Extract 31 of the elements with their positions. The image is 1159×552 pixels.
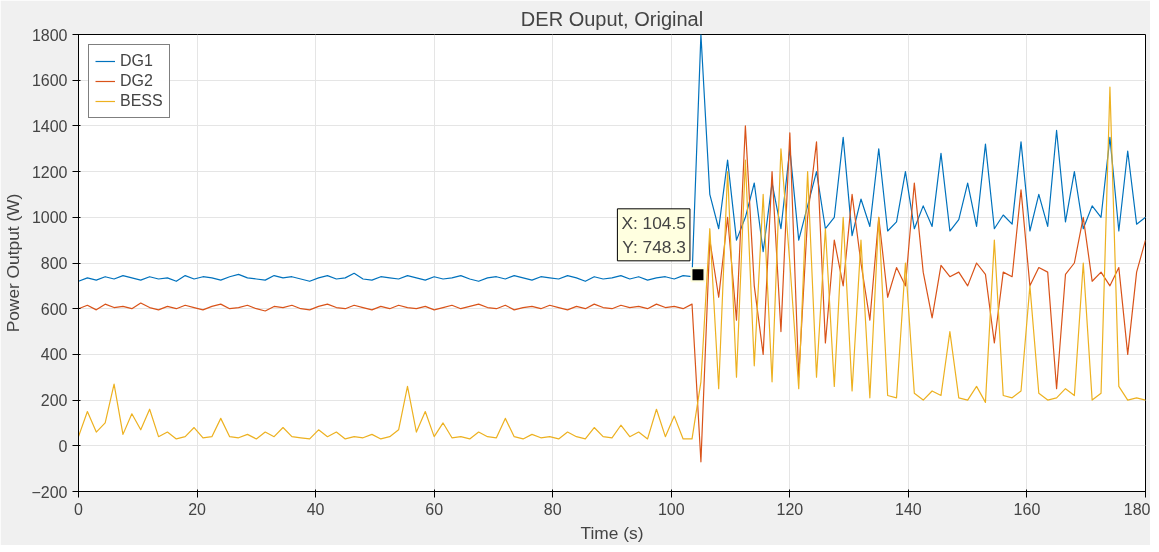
x-tick-label: 140	[895, 500, 922, 518]
x-axis-title: Time (s)	[580, 522, 644, 543]
y-tick-label: 1200	[31, 163, 68, 181]
y-tick-label: 800	[40, 255, 68, 272]
x-tick-label: 20	[188, 500, 207, 518]
legend-label: BESS	[120, 92, 163, 110]
line-series	[78, 34, 1146, 282]
x-tick-label: 160	[1013, 500, 1041, 518]
legend-label: DG2	[120, 72, 153, 90]
annotation: X: 104.5 Y: 748.3	[621, 212, 686, 257]
y-tick-label: 600	[40, 300, 68, 318]
x-tick-label: 180	[1123, 500, 1151, 518]
x-tick-label: 60	[425, 500, 444, 518]
x-tick-label: 0	[74, 500, 84, 518]
y-tick-label: 200	[40, 392, 68, 410]
line-series	[78, 86, 1146, 440]
y-tick-label: 1400	[31, 117, 68, 135]
y-tick-label: 1800	[31, 26, 68, 44]
y-tick-label: −200	[31, 483, 68, 501]
x-tick-label: 40	[306, 500, 325, 518]
y-tick-label: 0	[58, 437, 68, 455]
x-tick-label: 100	[657, 500, 685, 518]
chart-title: DER Ouput, Original	[520, 7, 704, 30]
y-tick-label: 1600	[31, 72, 68, 90]
y-tick-label: 400	[40, 346, 68, 364]
x-tick-label: 80	[543, 500, 562, 518]
y-axis-title: Power Output (W)	[3, 193, 24, 333]
legend-label: DG1	[120, 52, 153, 70]
y-tick-label: 1000	[31, 209, 68, 227]
line-series	[78, 125, 1146, 463]
x-tick-label: 120	[776, 500, 804, 518]
